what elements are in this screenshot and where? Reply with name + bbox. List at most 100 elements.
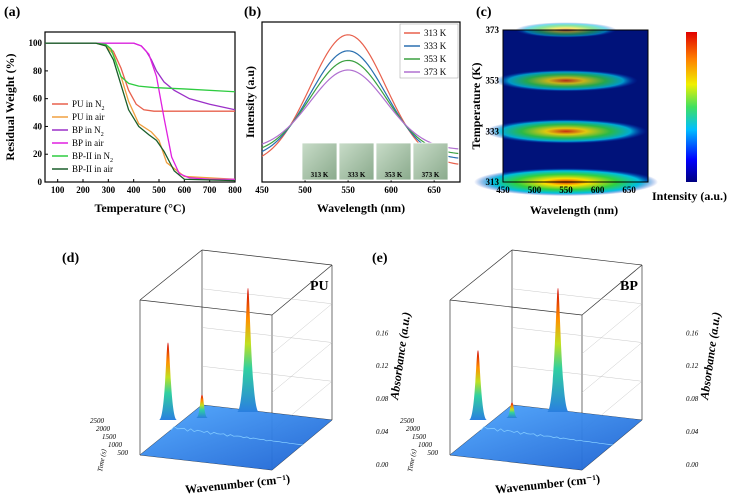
- box-edge: [139, 249, 203, 301]
- surface-xlabel: Wavenumber (cm⁻¹): [494, 472, 600, 495]
- a-ytick-label: 40: [33, 121, 43, 131]
- c-heat-band: [494, 69, 638, 92]
- c-xtick-label: 600: [591, 185, 605, 195]
- panel-b-photo-inset: 313 K 333 K 353 K 373 K: [301, 142, 449, 181]
- grid-line: [271, 303, 333, 354]
- surface-ztick-label: 0.04: [686, 428, 699, 436]
- panel-c-colorbar-label: Intensity (a.u.): [652, 189, 727, 203]
- surface-ytick-label: 500: [118, 449, 129, 457]
- box-edge: [449, 299, 583, 316]
- b-inset-label: 373 K: [422, 171, 440, 179]
- surface-ytick-label: 500: [428, 449, 439, 457]
- box-edge: [511, 249, 643, 266]
- grid-line: [581, 303, 643, 354]
- surface-ytick-label: 1000: [108, 441, 123, 449]
- b-legend-label: 313 K: [424, 28, 447, 38]
- a-xtick-label: 100: [51, 185, 65, 195]
- c-ytick-label: 353: [486, 76, 500, 86]
- panel-d: (d)0.000.040.080.120.1650010001500200025…: [62, 249, 413, 496]
- surface-inset-label: PU: [310, 279, 329, 294]
- a-legend-label: PU in air: [72, 112, 105, 122]
- c-xtick-label: 650: [622, 185, 636, 195]
- a-ytick-label: 100: [29, 38, 43, 48]
- surface-ripple: [170, 426, 304, 446]
- surface-zlabel: Absorbance (a.u.): [697, 311, 723, 401]
- c-xtick-label: 550: [559, 185, 573, 195]
- surface-ytick-label: 2500: [400, 417, 415, 425]
- surface-ztick-label: 0.04: [376, 428, 389, 436]
- b-inset-photo: [301, 142, 338, 181]
- b-inset-photo: [412, 142, 449, 181]
- b-inset-label: 353 K: [385, 171, 403, 179]
- c-ytick-label: 313: [486, 177, 500, 187]
- a-legend-label: BP in air: [72, 138, 104, 148]
- surface-ytick-label: 1000: [418, 441, 433, 449]
- surface-peak: [469, 350, 487, 420]
- b-xtick-label: 550: [341, 185, 355, 195]
- surface-ytick-label: 2000: [96, 425, 111, 433]
- panel-a-label: (a): [4, 5, 21, 20]
- c-xtick-label: 500: [528, 185, 542, 195]
- grid-line: [271, 342, 333, 393]
- a-xtick-label: 600: [178, 185, 192, 195]
- surface-ztick-label: 0.12: [686, 362, 699, 370]
- surface-ztick-label: 0.16: [686, 329, 699, 337]
- grid-line: [511, 366, 643, 382]
- panel-b-ylabel: Intensity (a.u): [243, 66, 257, 138]
- b-inset-label: 333 K: [348, 171, 366, 179]
- surface-peak: [547, 288, 569, 412]
- surface-ylabel: Time (s): [96, 448, 108, 472]
- b-xtick-label: 600: [384, 185, 398, 195]
- surface-ztick-label: 0.00: [686, 461, 699, 469]
- a-series-line: [45, 42, 236, 93]
- surface-panel-label: (e): [372, 251, 388, 266]
- surface-ripple: [480, 426, 614, 446]
- box-edge: [449, 249, 513, 301]
- surface-inset-label: BP: [620, 279, 638, 294]
- panel-c-label: (c): [476, 5, 492, 20]
- surface-peak: [506, 402, 518, 418]
- panel-a-x-ticks: 100 200 300 400 500 600 700 800: [51, 179, 242, 195]
- panel-b: (b) 450 500 550 600 650 313 K 333 K 353 K 373 K…: [243, 5, 461, 215]
- surface-ytick-label: 1500: [412, 433, 427, 441]
- surface-ytick-label: 2000: [406, 425, 421, 433]
- surface-peak: [237, 288, 259, 412]
- c-xtick-label: 450: [496, 185, 510, 195]
- b-xtick-label: 650: [427, 185, 441, 195]
- surface-zlabel: Absorbance (a.u.): [387, 311, 413, 401]
- panel-c-plot-frame: [502, 29, 649, 183]
- box-edge: [139, 299, 273, 316]
- surface-ztick-label: 0.00: [376, 461, 389, 469]
- surface-ytick-label: 2500: [90, 417, 105, 425]
- panel-c-y-ticks: 313 333 353 373: [486, 25, 500, 187]
- panel-c-ylabel: Temperature (K): [469, 63, 483, 150]
- grid-line: [201, 366, 333, 382]
- panel-c-x-ticks: 450 500 550 600 650: [496, 185, 636, 195]
- grid-line: [511, 327, 643, 343]
- panel-b-x-ticks: 450 500 550 600 650: [255, 179, 441, 195]
- panel-a-y-ticks: 0 20 40 60 80 100: [29, 38, 48, 187]
- b-inset-photo: [375, 142, 412, 181]
- b-inset-photo: [338, 142, 375, 181]
- surface-ztick-label: 0.12: [376, 362, 389, 370]
- c-ytick-label: 373: [486, 25, 500, 35]
- panel-b-xlabel: Wavelength (nm): [317, 201, 405, 215]
- a-ytick-label: 20: [33, 149, 43, 159]
- a-xtick-label: 800: [228, 185, 242, 195]
- grid-line: [511, 288, 643, 304]
- panel-e: (e) 0.00 0.04 0.08 0.12 0.16 50010001500200025…: [372, 249, 723, 496]
- surface-panel-label: (d): [62, 251, 79, 266]
- surface-ztick-label: 0.08: [376, 395, 389, 403]
- surface-peak: [159, 342, 177, 420]
- box-edge: [581, 264, 643, 316]
- a-legend-label: BP-II in air: [72, 164, 113, 174]
- surface-floor: [140, 405, 332, 470]
- surface-ztick-label: 0.16: [376, 329, 389, 337]
- surface-xlabel: Wavenumber (cm⁻¹): [184, 472, 290, 495]
- panel-a-ylabel: Residual Weight (%): [3, 53, 17, 160]
- panel-c: (c) 450 500 550 600 650 313 333 353 373 Wavelen…: [469, 5, 727, 217]
- a-xtick-label: 700: [203, 185, 217, 195]
- panel-b-plot-frame: [261, 21, 461, 183]
- box-edge: [271, 264, 333, 316]
